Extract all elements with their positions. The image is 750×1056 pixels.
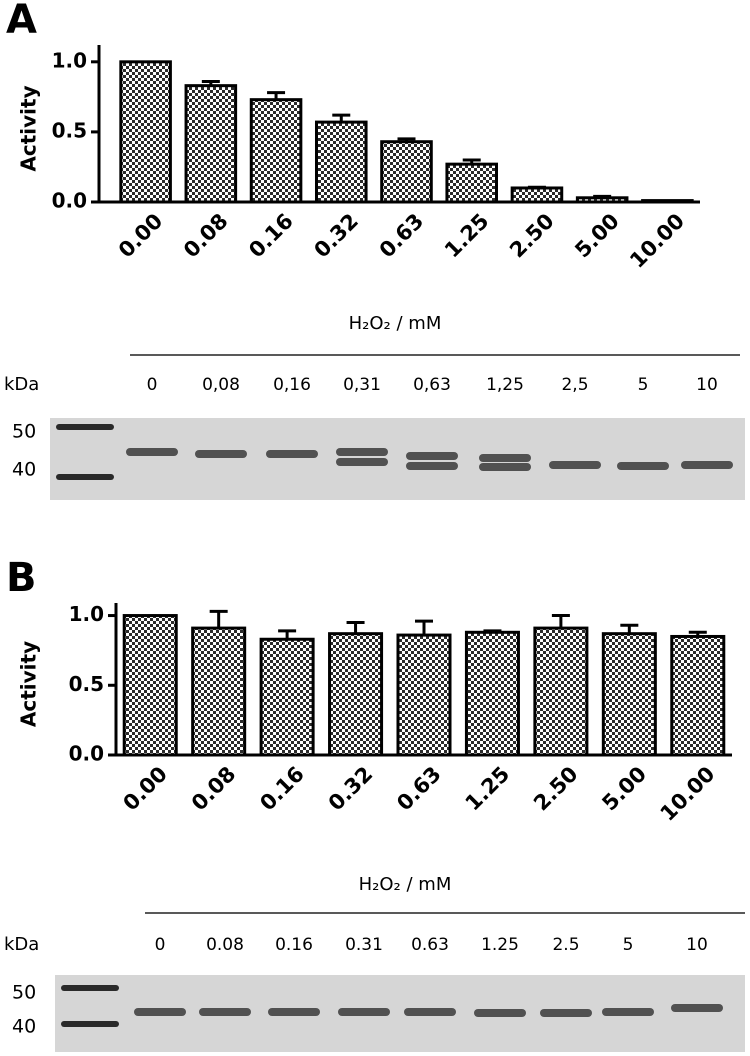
protein-band bbox=[195, 450, 247, 458]
gel-axis-label: H₂O₂ / mM bbox=[349, 313, 442, 334]
protein-band bbox=[617, 462, 669, 470]
marker-band bbox=[56, 424, 114, 430]
x-tick-label: 0.63 bbox=[392, 762, 446, 816]
gel-image bbox=[50, 418, 745, 500]
marker-band bbox=[56, 474, 114, 480]
bar bbox=[601, 632, 657, 757]
x-tick-label: 0.08 bbox=[179, 209, 233, 263]
protein-band bbox=[134, 1008, 186, 1016]
x-tick-label: 0.16 bbox=[244, 209, 298, 263]
x-tick-label: 2.50 bbox=[505, 209, 559, 263]
x-tick-label: 0.63 bbox=[375, 209, 429, 263]
gel-axis-label: H₂O₂ / mM bbox=[359, 874, 452, 895]
y-axis-label: Activity bbox=[17, 85, 41, 171]
x-tick-label: 10.00 bbox=[625, 209, 689, 273]
y-tick-label: 1.0 bbox=[52, 48, 87, 72]
lane-label: 2.5 bbox=[552, 935, 579, 955]
marker-label: 40 bbox=[12, 1016, 36, 1038]
bar bbox=[191, 626, 247, 757]
lane-label: 0.08 bbox=[206, 935, 244, 955]
bar bbox=[184, 84, 238, 204]
bar bbox=[328, 632, 384, 757]
x-tick-label: 0.32 bbox=[309, 209, 363, 263]
protein-band bbox=[406, 452, 458, 460]
lane-label: 5 bbox=[638, 375, 649, 395]
panel-letter: A bbox=[6, 0, 37, 43]
x-tick-label: 1.25 bbox=[440, 209, 494, 263]
y-tick-label: 0.5 bbox=[69, 672, 104, 696]
marker-label: 40 bbox=[12, 459, 36, 481]
y-tick-label: 1.0 bbox=[69, 602, 104, 626]
x-tick-label: 0.00 bbox=[118, 762, 172, 816]
protein-band bbox=[199, 1008, 251, 1016]
bar bbox=[314, 120, 368, 204]
x-tick-label: 0.16 bbox=[255, 762, 309, 816]
protein-band bbox=[126, 448, 178, 456]
protein-band bbox=[404, 1008, 456, 1016]
lane-label: 0 bbox=[155, 935, 166, 955]
lane-label: 0,16 bbox=[273, 375, 311, 395]
bar bbox=[533, 626, 589, 757]
y-axis-label: Activity bbox=[17, 641, 41, 727]
x-tick-label: 5.00 bbox=[570, 209, 624, 263]
protein-band bbox=[671, 1004, 723, 1012]
protein-band bbox=[268, 1008, 320, 1016]
x-tick-label: 10.00 bbox=[656, 762, 720, 826]
bar bbox=[380, 140, 433, 204]
bar bbox=[575, 196, 629, 204]
marker-band bbox=[61, 1021, 119, 1027]
protein-band bbox=[336, 458, 388, 466]
x-tick-label: 2.50 bbox=[529, 762, 583, 816]
lane-label: 0.31 bbox=[345, 935, 383, 955]
x-tick-label: 1.25 bbox=[461, 762, 515, 816]
bar bbox=[670, 634, 726, 757]
protein-band bbox=[474, 1009, 526, 1017]
lane-label: 0,31 bbox=[343, 375, 381, 395]
lane-label: 0,63 bbox=[413, 375, 451, 395]
bar bbox=[249, 98, 303, 204]
protein-band bbox=[336, 448, 388, 456]
lane-label: 1.25 bbox=[481, 935, 519, 955]
lane-label: 5 bbox=[623, 935, 634, 955]
gel-unit: kDa bbox=[4, 934, 39, 955]
bar bbox=[445, 162, 499, 204]
lane-label: 0 bbox=[147, 375, 158, 395]
bar bbox=[464, 630, 520, 757]
x-tick-label: 0.00 bbox=[114, 209, 168, 263]
gel-unit: kDa bbox=[4, 374, 39, 395]
x-tick-label: 0.32 bbox=[324, 762, 378, 816]
lane-label: 0.16 bbox=[275, 935, 313, 955]
bar bbox=[510, 186, 564, 204]
protein-band bbox=[549, 461, 601, 469]
bar bbox=[119, 60, 172, 204]
protein-band bbox=[479, 454, 531, 462]
lane-label: 0.63 bbox=[411, 935, 449, 955]
lane-label: 10 bbox=[686, 935, 708, 955]
panel-letter: B bbox=[6, 555, 37, 601]
lane-label: 0,08 bbox=[202, 375, 240, 395]
bar bbox=[396, 633, 452, 757]
protein-band bbox=[266, 450, 318, 458]
protein-band bbox=[602, 1008, 654, 1016]
protein-band bbox=[681, 461, 733, 469]
marker-label: 50 bbox=[12, 421, 36, 443]
bar bbox=[641, 199, 694, 204]
y-tick-label: 0.0 bbox=[52, 189, 87, 213]
protein-band bbox=[540, 1009, 592, 1017]
lane-label: 2,5 bbox=[561, 375, 588, 395]
lane-label: 10 bbox=[696, 375, 718, 395]
protein-band bbox=[479, 463, 531, 471]
lane-label: 1,25 bbox=[486, 375, 524, 395]
bar bbox=[259, 637, 315, 757]
x-tick-label: 0.08 bbox=[187, 762, 241, 816]
y-tick-label: 0.5 bbox=[52, 118, 87, 142]
protein-band bbox=[338, 1008, 390, 1016]
y-tick-label: 0.0 bbox=[69, 742, 104, 766]
marker-band bbox=[61, 985, 119, 991]
x-tick-label: 5.00 bbox=[597, 762, 651, 816]
marker-label: 50 bbox=[12, 982, 36, 1004]
bar bbox=[122, 614, 178, 757]
protein-band bbox=[406, 462, 458, 470]
